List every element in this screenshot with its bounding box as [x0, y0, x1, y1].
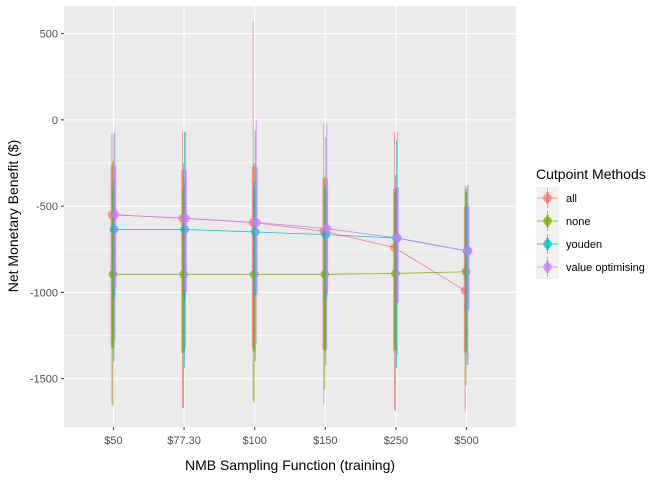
- data-point: [463, 246, 473, 256]
- legend-title: Cutpoint Methods: [536, 166, 646, 182]
- legend-label: all: [566, 193, 577, 205]
- legend: Cutpoint Methods all none youden value opti…: [536, 166, 646, 279]
- data-point: [181, 213, 190, 223]
- legend-item: value optimising: [536, 256, 645, 279]
- x-tick-label: $250: [384, 435, 408, 447]
- legend-point: [543, 216, 552, 226]
- data-point: [110, 210, 120, 220]
- x-tick-label: $77.30: [167, 435, 201, 447]
- legend-point: [543, 193, 552, 203]
- x-axis-title: NMB Sampling Function (training): [185, 457, 395, 473]
- y-tick-label: -1000: [30, 287, 58, 299]
- x-tick-label: $150: [313, 435, 337, 447]
- legend-label: none: [566, 216, 590, 228]
- y-axis: 500 0 -500 -1000 -1500: [30, 29, 64, 386]
- legend-item: youden: [536, 233, 602, 256]
- y-tick-label: -500: [36, 201, 58, 213]
- series-value-optimising: [110, 119, 473, 365]
- plot-panel: [64, 6, 516, 427]
- x-tick-label: $100: [242, 435, 266, 447]
- series-layer: [107, 21, 473, 412]
- legend-item: all: [536, 187, 577, 210]
- x-tick-label: $50: [104, 435, 122, 447]
- data-point: [393, 233, 402, 243]
- y-axis-title: Net Monetary Benefit ($): [5, 140, 21, 293]
- legend-point: [543, 239, 552, 249]
- y-tick-label: -1500: [30, 374, 58, 386]
- x-tick-label: $500: [454, 435, 478, 447]
- legend-point: [543, 262, 552, 272]
- y-tick-label: 500: [40, 29, 58, 41]
- legend-label: value optimising: [566, 262, 645, 274]
- data-point: [251, 218, 261, 227]
- legend-item: none: [536, 210, 590, 233]
- y-tick-label: 0: [52, 115, 58, 127]
- legend-items: all none youden value optimising: [536, 187, 645, 279]
- x-axis: $50 $77.30 $100 $150 $250 $500: [104, 427, 479, 447]
- legend-label: youden: [566, 239, 602, 251]
- series-line: [114, 214, 469, 252]
- minor-gridlines: [64, 76, 516, 336]
- data-point: [322, 224, 332, 233]
- series-line: [112, 271, 467, 275]
